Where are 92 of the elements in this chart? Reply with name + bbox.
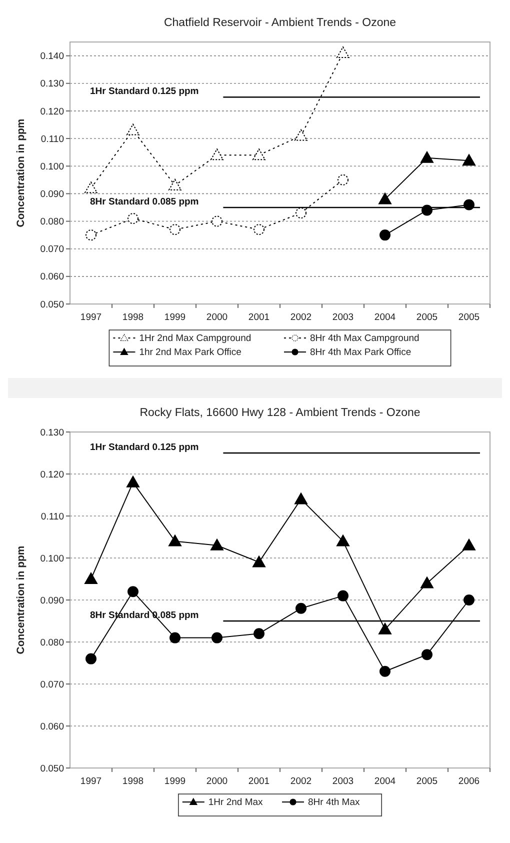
point (254, 224, 264, 236)
y-tick-label: 0.080 (40, 216, 64, 228)
chart-title: Rocky Flats, 16600 Hwy 128 - Ambient Trends - Ozone (140, 407, 420, 419)
x-tick-label: 1997 (80, 776, 102, 787)
point (84, 182, 98, 194)
x-tick-label: 2006 (458, 776, 480, 787)
point (210, 148, 224, 160)
point (84, 572, 98, 584)
y-tick-label: 0.090 (40, 595, 64, 606)
point (336, 46, 350, 58)
y-tick-label: 0.050 (40, 763, 64, 774)
legend-label: 1Hr 2nd Max (208, 797, 264, 808)
point (86, 653, 96, 664)
x-tick-label: 2004 (374, 312, 396, 323)
point (378, 192, 392, 204)
y-tick-label: 0.110 (40, 134, 64, 145)
point (252, 148, 266, 160)
y-tick-label: 0.080 (40, 637, 64, 648)
point (126, 476, 140, 488)
y-tick-label: 0.130 (40, 427, 64, 438)
y-tick-label: 0.120 (40, 469, 64, 480)
point (294, 492, 308, 504)
point (254, 628, 264, 640)
y-tick-label: 0.060 (40, 721, 64, 732)
y-tick-label: 0.130 (40, 78, 64, 90)
y-axis-title: Concentration in ppm (15, 546, 27, 654)
point (128, 213, 138, 224)
x-tick-label: 2005 (416, 776, 438, 787)
x-tick-label: 2001 (248, 776, 270, 787)
point (422, 649, 432, 660)
point (336, 534, 350, 546)
point (168, 178, 182, 190)
y-axis-title: Concentration in ppm (15, 118, 27, 228)
x-tick-label: 2003 (332, 312, 354, 323)
ref-line-label: 1Hr Standard 0.125 ppm (90, 86, 199, 98)
point (170, 632, 180, 644)
point (212, 216, 222, 227)
point (212, 632, 222, 644)
point (128, 586, 138, 598)
x-tick-label: 2003 (332, 776, 354, 787)
point (252, 556, 266, 568)
x-tick-label: 2002 (290, 776, 312, 787)
y-tick-label: 0.140 (40, 51, 64, 62)
y-tick-label: 0.050 (40, 299, 64, 310)
y-tick-label: 0.070 (40, 679, 64, 690)
chart-title: Chatfield Reservoir - Ambient Trends - Ozone (164, 17, 396, 29)
point (294, 129, 308, 141)
point (168, 534, 182, 546)
x-tick-label: 1999 (164, 312, 186, 323)
legend-label: 8Hr 4th Max Campground (310, 333, 420, 344)
ref-line-label: 1Hr Standard 0.125 ppm (90, 442, 199, 453)
y-tick-label: 0.120 (40, 106, 64, 118)
x-tick-label: 2005 (416, 312, 438, 323)
point (422, 204, 432, 216)
point (462, 154, 476, 166)
legend-label: 1Hr 2nd Max Campground (139, 333, 252, 344)
point (464, 594, 474, 606)
x-tick-label: 1999 (164, 776, 186, 787)
legend-label: 8Hr 4th Max (308, 797, 360, 808)
point (296, 207, 306, 218)
x-tick-label: 1998 (122, 776, 144, 787)
point (86, 230, 96, 241)
x-tick-label: 2000 (206, 312, 228, 323)
point (380, 230, 390, 241)
point (210, 538, 224, 550)
ref-line-label: 8Hr Standard 0.085 ppm (90, 196, 199, 208)
x-tick-label: 2005 (458, 312, 480, 323)
y-tick-label: 0.100 (40, 161, 64, 172)
y-tick-label: 0.110 (40, 511, 64, 522)
x-tick-label: 1998 (122, 312, 144, 323)
point (380, 666, 390, 677)
x-tick-label: 2002 (290, 312, 312, 323)
y-tick-label: 0.090 (40, 189, 64, 200)
point (464, 199, 474, 210)
y-tick-label: 0.060 (40, 272, 64, 283)
point (296, 602, 306, 614)
x-tick-label: 2001 (248, 312, 270, 323)
point (420, 151, 434, 163)
point (378, 622, 392, 634)
x-tick-label: 2000 (206, 776, 228, 787)
legend-label: 8Hr 4th Max Park Office (310, 347, 412, 358)
point (420, 576, 434, 588)
point (170, 224, 180, 236)
y-tick-label: 0.070 (40, 244, 64, 256)
y-tick-label: 0.100 (40, 553, 64, 564)
point (338, 590, 348, 602)
point (338, 174, 348, 186)
point (462, 538, 476, 550)
x-tick-label: 1997 (80, 312, 102, 323)
point (126, 124, 140, 136)
legend-label: 1hr 2nd Max Park Office (139, 347, 242, 358)
x-tick-label: 2004 (374, 776, 396, 787)
